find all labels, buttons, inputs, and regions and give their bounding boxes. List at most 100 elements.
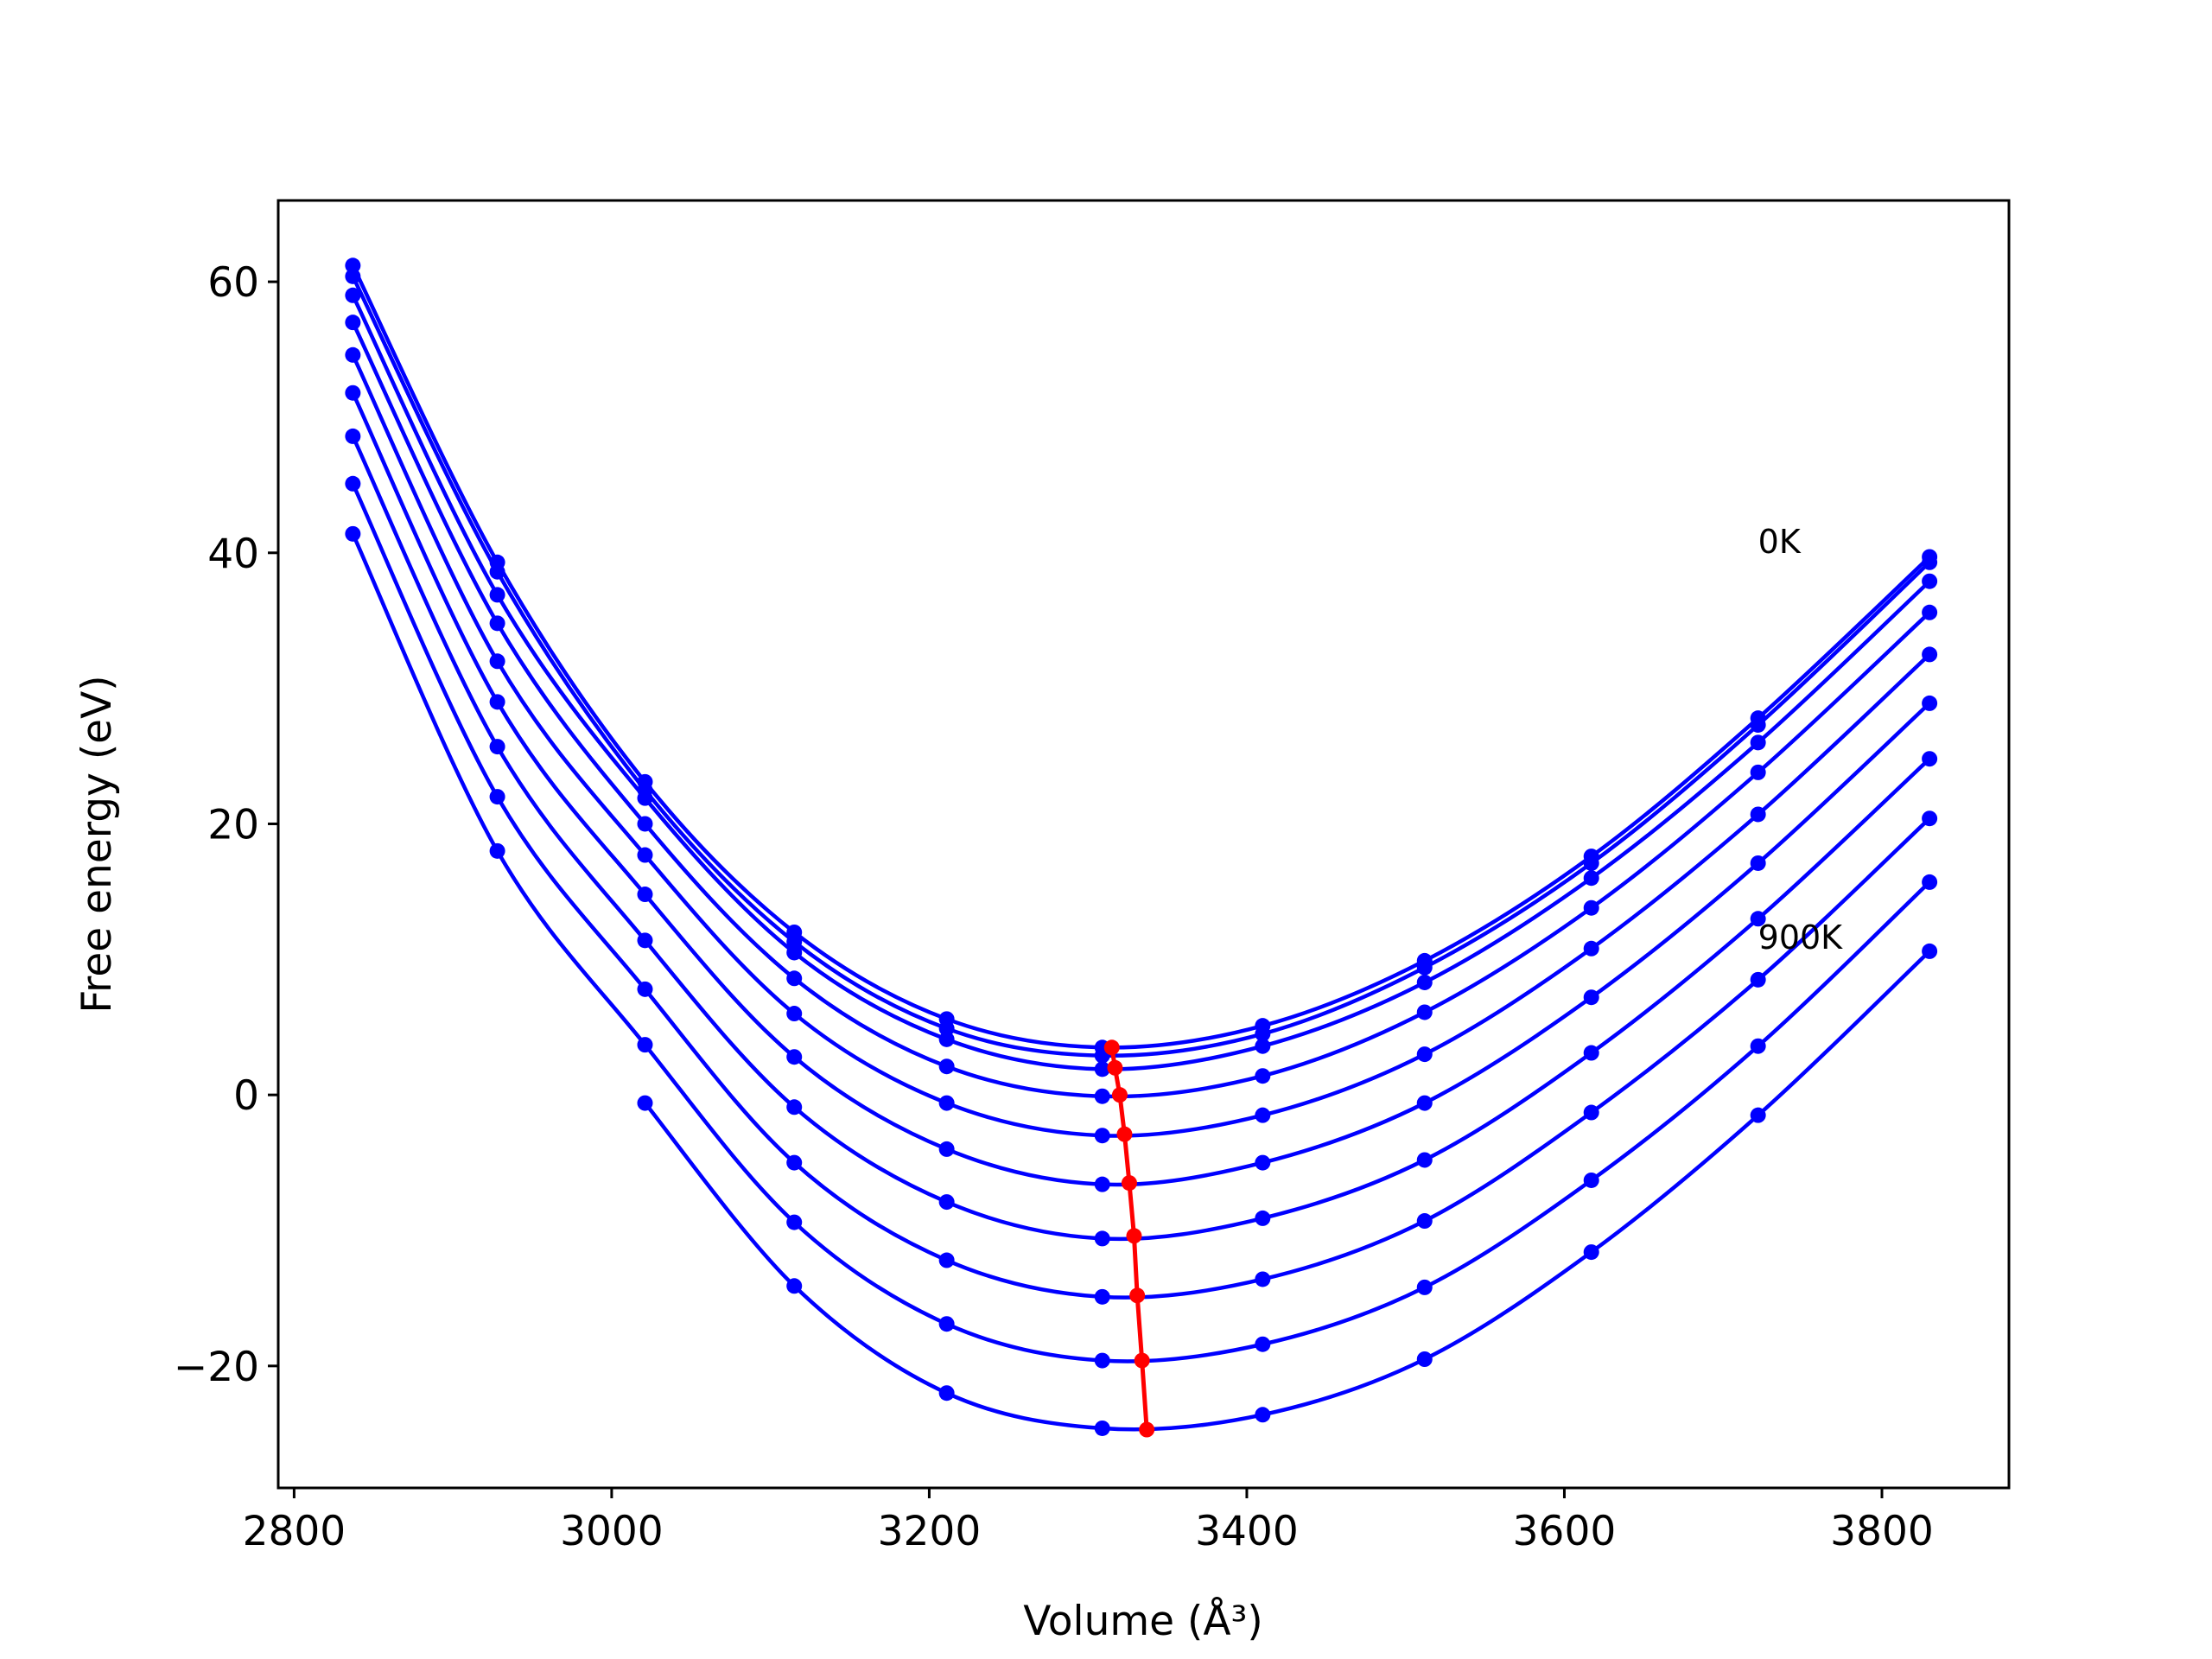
- x-tick-label: 3000: [560, 1508, 664, 1555]
- data-point: [786, 1006, 803, 1022]
- data-point: [938, 1194, 955, 1211]
- data-point: [1094, 1176, 1110, 1192]
- data-point: [1416, 959, 1433, 976]
- data-point: [1416, 1046, 1433, 1063]
- x-tick-label: 3200: [878, 1508, 982, 1555]
- data-point: [938, 1020, 955, 1037]
- data-point: [1094, 1420, 1110, 1436]
- data-point: [938, 1141, 955, 1157]
- data-point: [1583, 855, 1599, 871]
- series-curve-5: [351, 353, 1931, 1138]
- y-tick-label: 20: [207, 801, 259, 849]
- data-point: [1922, 554, 1938, 570]
- x-tick-label: 2800: [243, 1508, 346, 1555]
- data-point: [1750, 734, 1766, 751]
- data-point: [1583, 989, 1599, 1006]
- series-curve-1: [351, 264, 1931, 1050]
- series-curve-4: [351, 321, 1931, 1099]
- data-point: [1094, 1230, 1110, 1247]
- minimum-point: [1139, 1421, 1155, 1438]
- x-tick-label: 3400: [1195, 1508, 1299, 1555]
- data-point: [489, 694, 505, 710]
- data-point: [1416, 974, 1433, 990]
- data-point: [1094, 1128, 1110, 1144]
- data-point: [1416, 1095, 1433, 1111]
- data-point: [1255, 1026, 1271, 1042]
- data-point: [637, 847, 653, 863]
- data-point: [1750, 1107, 1766, 1123]
- minimum-point: [1121, 1175, 1137, 1192]
- minimum-point: [1134, 1352, 1150, 1369]
- data-point: [1255, 1271, 1271, 1287]
- data-point: [786, 970, 803, 987]
- data-point: [345, 525, 361, 542]
- series-curve-10: [643, 950, 1931, 1432]
- data-point: [1255, 1107, 1271, 1123]
- data-point: [1922, 573, 1938, 589]
- data-point: [489, 653, 505, 670]
- series-curve-2: [351, 275, 1931, 1058]
- data-point: [345, 475, 361, 492]
- data-point: [786, 1154, 803, 1171]
- data-point: [1922, 751, 1938, 767]
- data-point: [786, 1049, 803, 1065]
- plot-area: [345, 257, 1938, 1438]
- series-curve-7: [351, 435, 1931, 1242]
- data-point: [786, 944, 803, 961]
- data-point: [1750, 1038, 1766, 1054]
- data-point: [1583, 899, 1599, 916]
- data-point: [1416, 1213, 1433, 1230]
- data-point: [938, 1385, 955, 1402]
- series-curve-8: [351, 482, 1931, 1300]
- data-point: [1255, 1336, 1271, 1352]
- data-point: [1255, 1068, 1271, 1084]
- data-point: [489, 789, 505, 805]
- y-tick-label: 60: [207, 259, 259, 307]
- minimum-point: [1129, 1287, 1146, 1304]
- y-tick-label: 0: [233, 1072, 259, 1120]
- data-point: [489, 615, 505, 632]
- temperature-annotation: 0K: [1758, 523, 1802, 561]
- x-tick-label: 3800: [1830, 1508, 1934, 1555]
- annotations: 0K 900K: [1758, 523, 1844, 957]
- minimum-point: [1116, 1126, 1133, 1142]
- data-point: [1922, 810, 1938, 827]
- data-point: [637, 1037, 653, 1053]
- data-point: [1750, 764, 1766, 780]
- data-point: [786, 1278, 803, 1294]
- minimum-point: [1126, 1228, 1142, 1244]
- y-tick-label: 40: [207, 531, 259, 578]
- series-curve-9: [351, 532, 1931, 1363]
- data-point: [938, 1316, 955, 1332]
- minimum-point: [1103, 1039, 1120, 1056]
- data-point: [1750, 716, 1766, 733]
- data-point: [1922, 943, 1938, 959]
- data-point: [345, 385, 361, 401]
- data-point: [637, 932, 653, 949]
- data-point: [786, 933, 803, 950]
- data-point: [1094, 1088, 1110, 1104]
- data-point: [1922, 646, 1938, 663]
- data-point: [489, 587, 505, 603]
- data-point: [1750, 855, 1766, 871]
- minimum-point: [1111, 1087, 1128, 1103]
- data-point: [938, 1095, 955, 1111]
- y-axis-label: Free energy (eV): [73, 675, 121, 1013]
- data-point: [938, 1058, 955, 1075]
- data-point: [938, 1031, 955, 1047]
- data-point: [1583, 1172, 1599, 1188]
- data-point: [1255, 1038, 1271, 1054]
- data-point: [1583, 940, 1599, 957]
- data-point: [786, 1099, 803, 1116]
- data-point: [345, 287, 361, 303]
- x-axis-ticks: 2800 3000 3200 3400 3600 3800: [243, 1488, 1934, 1555]
- data-point: [345, 315, 361, 331]
- data-point: [1922, 695, 1938, 711]
- data-point: [1255, 1154, 1271, 1171]
- data-point: [1750, 911, 1766, 927]
- y-tick-label: −20: [174, 1344, 259, 1391]
- axes-frame: [276, 199, 2011, 1490]
- data-point: [938, 1252, 955, 1268]
- data-point: [637, 816, 653, 832]
